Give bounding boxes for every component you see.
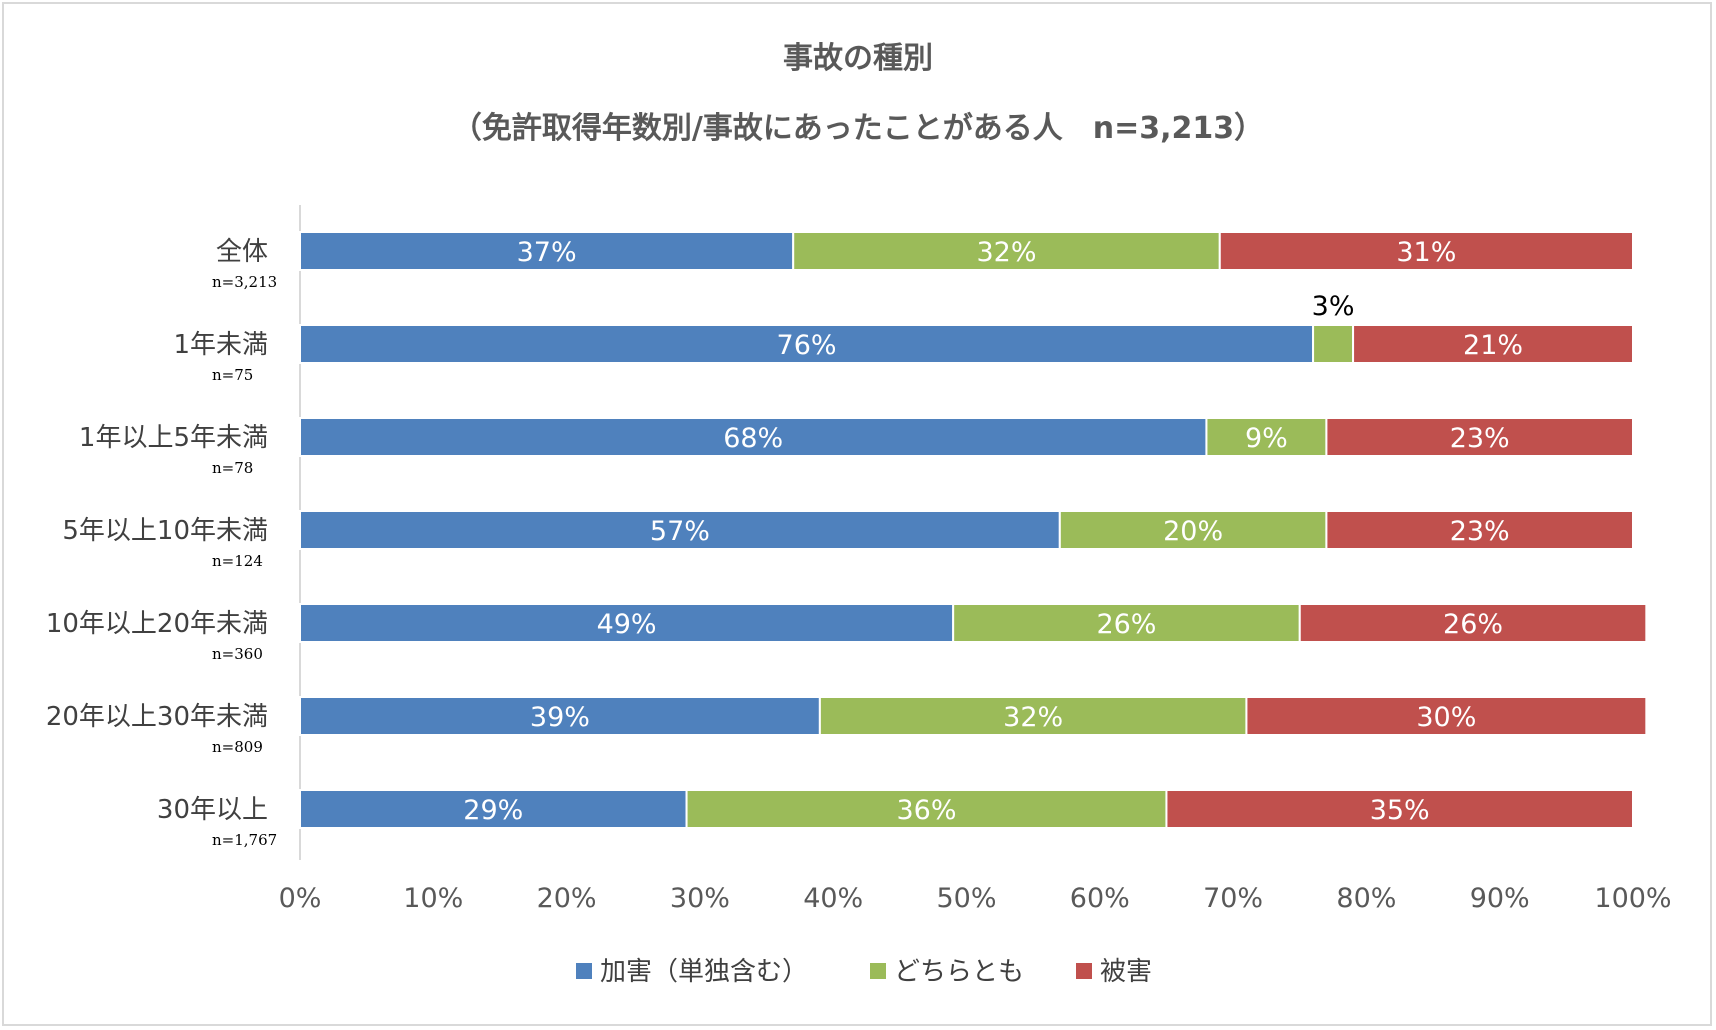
bar-segment: [1325, 417, 1635, 457]
data-label: 21%: [1463, 330, 1523, 361]
bar-segment: [1058, 510, 1328, 550]
chart-subtitle: （免許取得年数別/事故にあったことがある人 n=3,213）: [452, 111, 1264, 146]
bar-segment: [1165, 789, 1634, 829]
bar-segment: [299, 510, 1061, 550]
bar-segment: [818, 696, 1248, 736]
category-label: 1年未満: [173, 330, 268, 360]
data-label: 35%: [1370, 795, 1430, 826]
bar-segment: [1352, 324, 1634, 364]
legend-label: 被害: [1100, 957, 1152, 987]
legend-label: 加害（単独含む）: [600, 957, 808, 987]
legend-swatch: [576, 963, 592, 979]
bar-segment: [1312, 324, 1355, 364]
bar-segment: [1298, 603, 1648, 643]
data-label: 36%: [897, 795, 957, 826]
data-label: 26%: [1096, 609, 1156, 640]
category-label: 5年以上10年未満: [62, 516, 268, 546]
data-label: 3%: [1312, 291, 1355, 322]
sample-size-label: n=1,767: [212, 831, 277, 849]
category-label: 30年以上: [157, 795, 268, 825]
bar-segment: [1325, 510, 1635, 550]
bar-segment: [299, 231, 795, 271]
bar-segment: [299, 603, 955, 643]
data-label: 23%: [1450, 516, 1510, 547]
legend-label: どちらとも: [894, 957, 1024, 987]
data-label: 57%: [650, 516, 710, 547]
x-tick-label: 100%: [1594, 883, 1671, 914]
x-tick-label: 20%: [537, 883, 597, 914]
x-tick-label: 30%: [670, 883, 730, 914]
data-label: 32%: [1003, 702, 1063, 733]
data-label: 30%: [1416, 702, 1476, 733]
data-label: 76%: [777, 330, 837, 361]
x-tick-label: 90%: [1470, 883, 1530, 914]
data-label: 68%: [723, 423, 783, 454]
data-label: 49%: [597, 609, 657, 640]
data-label: 9%: [1245, 423, 1288, 454]
category-label: 1年以上5年未満: [79, 423, 268, 453]
x-tick-label: 60%: [1070, 883, 1130, 914]
data-label: 32%: [976, 237, 1036, 268]
bar-segment: [299, 789, 688, 829]
legend-swatch: [1076, 963, 1092, 979]
x-tick-label: 50%: [936, 883, 996, 914]
legend-swatch: [870, 963, 886, 979]
x-tick-label: 0%: [279, 883, 322, 914]
bar-segment: [299, 696, 821, 736]
sample-size-label: n=124: [212, 552, 263, 570]
bar-segment: [792, 231, 1221, 271]
data-label: 23%: [1450, 423, 1510, 454]
data-label: 26%: [1443, 609, 1503, 640]
data-label: 31%: [1396, 237, 1456, 268]
sample-size-label: n=3,213: [212, 273, 277, 291]
category-label: 10年以上20年未満: [46, 609, 268, 639]
bar-segment: [685, 789, 1168, 829]
x-tick-label: 10%: [403, 883, 463, 914]
bar-segment: [1245, 696, 1648, 736]
sample-size-label: n=78: [212, 459, 253, 477]
bar-segment: [1218, 231, 1635, 271]
data-label: 37%: [517, 237, 577, 268]
x-tick-label: 70%: [1203, 883, 1263, 914]
sample-size-label: n=360: [212, 645, 263, 663]
sample-size-label: n=75: [212, 366, 253, 384]
data-label: 39%: [530, 702, 590, 733]
chart-title: 事故の種別: [783, 41, 933, 76]
category-label: 全体: [216, 237, 268, 267]
category-label: 20年以上30年未満: [46, 702, 268, 732]
data-label: 20%: [1163, 516, 1223, 547]
bar-segment: [952, 603, 1301, 643]
x-tick-label: 40%: [803, 883, 863, 914]
x-tick-label: 80%: [1336, 883, 1396, 914]
data-label: 29%: [463, 795, 523, 826]
sample-size-label: n=809: [212, 738, 263, 756]
